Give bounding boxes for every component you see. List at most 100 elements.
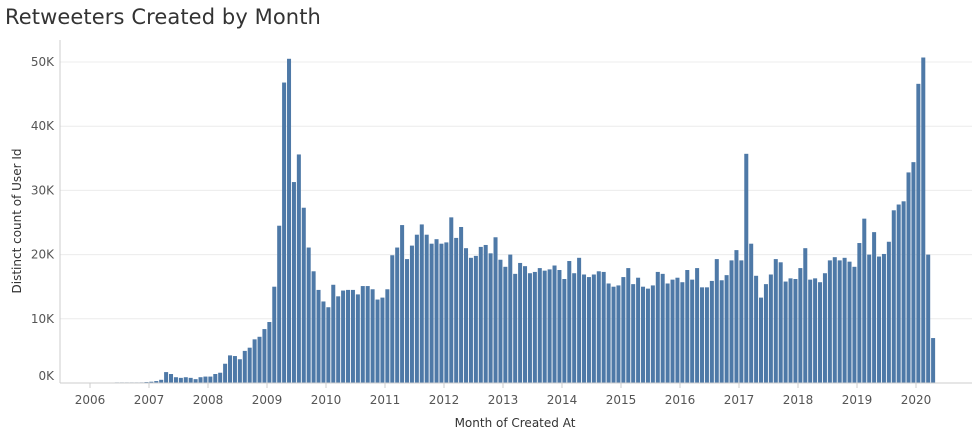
bar: [223, 363, 228, 383]
bar: [282, 82, 287, 383]
bar: [355, 294, 360, 383]
bar: [375, 299, 380, 383]
x-tick-label: 2014: [547, 393, 578, 407]
bar: [685, 270, 690, 383]
bar: [827, 260, 832, 383]
bar: [173, 377, 178, 383]
bar: [896, 204, 901, 383]
bar: [798, 268, 803, 383]
y-tick-label: 20K: [31, 248, 55, 262]
bar: [478, 246, 483, 383]
bar: [665, 283, 670, 383]
bar: [154, 381, 159, 383]
bar: [586, 277, 591, 383]
bar: [228, 355, 233, 383]
bar: [877, 256, 882, 383]
bars: [114, 57, 936, 383]
bar: [370, 289, 375, 383]
bar: [257, 336, 262, 383]
y-tick-label: 50K: [31, 55, 55, 69]
bar: [518, 262, 523, 383]
bar: [400, 225, 405, 383]
bar: [232, 356, 237, 383]
x-tick-label: 2009: [252, 393, 283, 407]
bar: [385, 289, 390, 383]
bar: [926, 254, 931, 383]
x-tick-label: 2012: [429, 393, 460, 407]
bar: [739, 260, 744, 383]
bar: [852, 266, 857, 383]
bar: [311, 271, 316, 383]
bar: [591, 274, 596, 383]
bar: [680, 282, 685, 383]
x-tick-label: 2015: [606, 393, 637, 407]
bar: [631, 284, 636, 383]
bar: [837, 260, 842, 383]
bar: [218, 372, 223, 383]
bar: [695, 268, 700, 383]
bar: [872, 232, 877, 383]
bar: [287, 58, 292, 383]
bar: [911, 162, 916, 383]
bar: [459, 226, 464, 383]
bar: [346, 289, 351, 383]
bar: [508, 254, 513, 383]
bar: [306, 247, 311, 383]
bar: [237, 359, 242, 383]
bar: [818, 282, 823, 383]
bar: [582, 274, 587, 383]
bar: [365, 286, 370, 383]
x-tick-label: 2019: [842, 393, 873, 407]
bar: [483, 244, 488, 383]
bar: [842, 257, 847, 383]
bar: [808, 279, 813, 383]
x-tick-label: 2010: [311, 393, 342, 407]
bar: [857, 243, 862, 383]
bar: [847, 261, 852, 383]
bar: [719, 280, 724, 383]
bar: [744, 153, 749, 383]
bar: [291, 182, 296, 383]
bar: [169, 374, 174, 383]
x-tick-label: 2016: [665, 393, 696, 407]
bar: [488, 253, 493, 383]
bar: [247, 347, 252, 383]
bar: [675, 277, 680, 383]
bar: [660, 273, 665, 383]
bar: [645, 288, 650, 383]
bar: [336, 296, 341, 383]
bar: [321, 301, 326, 383]
bar: [832, 257, 837, 383]
bar: [301, 207, 306, 383]
bar: [493, 237, 498, 383]
bar: [901, 201, 906, 383]
bar: [596, 271, 601, 383]
x-tick-label: 2008: [193, 393, 224, 407]
bar: [778, 262, 783, 383]
x-tick-label: 2018: [783, 393, 814, 407]
x-tick-label: 2013: [488, 393, 519, 407]
bar: [434, 239, 439, 383]
bar: [759, 297, 764, 383]
bar: [390, 255, 395, 383]
bar: [690, 279, 695, 383]
bar: [503, 266, 508, 383]
bar: [395, 247, 400, 383]
bar: [341, 290, 346, 383]
bar: [262, 329, 267, 383]
bar: [409, 245, 414, 383]
bar: [773, 259, 778, 383]
bar: [552, 265, 557, 383]
bar: [149, 381, 154, 383]
bar: [906, 172, 911, 383]
bar: [203, 376, 208, 383]
bar: [350, 289, 355, 383]
bar: [513, 273, 518, 383]
bar: [557, 270, 562, 383]
bar: [636, 277, 641, 383]
bar: [326, 307, 331, 383]
bar: [867, 254, 872, 383]
bar: [611, 286, 616, 383]
bar: [931, 338, 936, 383]
